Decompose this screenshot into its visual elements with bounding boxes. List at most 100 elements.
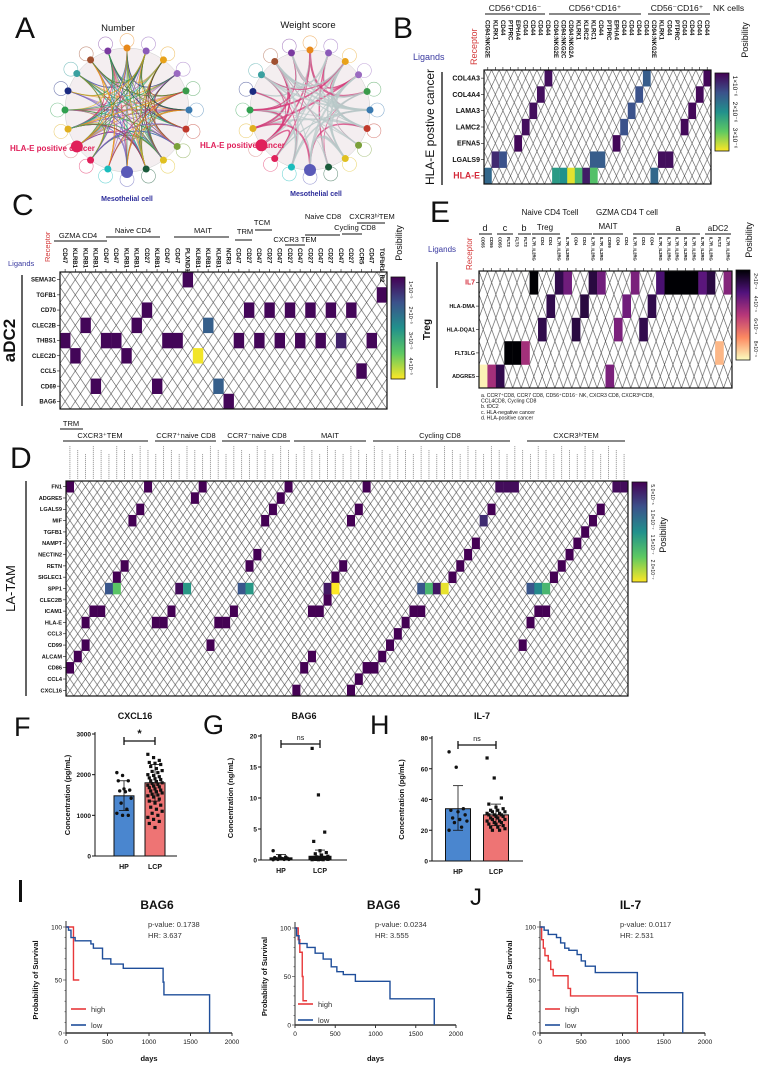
column-label: KLRB1 bbox=[204, 248, 210, 269]
bar-chart-G: BAG6 0 5 10 15 20 Concentration (ng/mL) HP LCP ns bbox=[226, 711, 347, 875]
heatmap-cell bbox=[627, 102, 636, 120]
row-label: LAMC2 bbox=[456, 124, 480, 131]
data-point bbox=[490, 828, 495, 832]
heatmap-cell bbox=[510, 481, 519, 493]
data-point bbox=[151, 784, 156, 788]
data-point bbox=[160, 791, 164, 795]
heatmap-cell bbox=[425, 582, 434, 595]
heatmap-cell bbox=[538, 317, 547, 342]
significance-label: ns bbox=[473, 736, 481, 743]
column-label: FLT3 bbox=[717, 237, 722, 247]
data-point bbox=[156, 813, 160, 817]
heatmap-cell bbox=[223, 393, 234, 410]
heatmap-cell bbox=[698, 271, 707, 295]
column-group-label: GZMA CD4 bbox=[59, 231, 97, 240]
y-tick-label: 0 bbox=[253, 858, 257, 865]
nk-cells-label: NK cells bbox=[713, 3, 744, 13]
heatmap-cell bbox=[596, 503, 605, 516]
data-point bbox=[310, 858, 314, 862]
y-tick-label: 100 bbox=[525, 925, 536, 932]
data-point bbox=[492, 776, 496, 780]
heatmap-cell bbox=[484, 167, 492, 185]
column-group-label: Treg bbox=[537, 223, 553, 232]
heatmap-cell bbox=[479, 514, 488, 527]
y-tick-label: 20 bbox=[250, 734, 258, 741]
heatmap-cell bbox=[588, 514, 597, 527]
heatmap-cell bbox=[656, 271, 665, 295]
cell-node bbox=[64, 125, 72, 133]
data-point bbox=[154, 779, 159, 784]
self-loop bbox=[160, 158, 176, 174]
heatmap-cell bbox=[589, 151, 598, 168]
y-axis-label: Concentration (pg/mL) bbox=[397, 759, 406, 840]
heatmap-cell bbox=[549, 571, 558, 584]
data-point bbox=[156, 782, 160, 787]
legend-label: high bbox=[91, 1005, 105, 1014]
cell-node bbox=[325, 163, 333, 171]
heatmap-cell bbox=[347, 684, 356, 697]
data-point bbox=[313, 852, 317, 856]
column-label: KLRK1 bbox=[574, 20, 580, 41]
heatmap-cell bbox=[292, 684, 301, 697]
row-label: IL7 bbox=[465, 280, 475, 287]
row-label: TGFB1 bbox=[44, 530, 62, 536]
column-label: CD27 bbox=[265, 248, 271, 264]
heatmap-cell bbox=[597, 151, 606, 168]
column-label: KLRB1 bbox=[133, 248, 139, 269]
self-loop bbox=[342, 48, 357, 63]
panel-label: G bbox=[203, 710, 224, 740]
heatmap-cell bbox=[386, 639, 395, 651]
footnote: d. HLA-positive cancer bbox=[481, 415, 533, 421]
column-label: CD47 bbox=[235, 248, 241, 264]
cell-node bbox=[73, 70, 81, 78]
row-label: SIGLEC1 bbox=[38, 575, 62, 581]
heatmap-cell bbox=[401, 616, 410, 629]
cell-node bbox=[182, 87, 190, 95]
column-label: CD55 bbox=[498, 237, 503, 248]
column-group-label: Cycling CD8 bbox=[419, 431, 461, 440]
cell-node bbox=[366, 106, 374, 114]
heatmap-cell bbox=[323, 594, 332, 606]
significance-bracket bbox=[280, 740, 321, 748]
colorbar-tick-label: 2×10⁻⁴ bbox=[752, 273, 758, 289]
heatmap-cell bbox=[589, 167, 598, 185]
data-point bbox=[120, 773, 125, 778]
y-axis-label: Probability of Survival bbox=[260, 937, 269, 1016]
x-tick-label: LCP bbox=[313, 868, 327, 875]
row-label: CCL5 bbox=[40, 369, 56, 375]
column-label: CD44 bbox=[696, 20, 702, 36]
column-label: PTPRC bbox=[673, 20, 679, 41]
y-tick-label: 5 bbox=[253, 827, 257, 834]
network-edge bbox=[260, 73, 371, 111]
data-point bbox=[494, 805, 498, 809]
data-point bbox=[128, 788, 132, 792]
x-axis-label: days bbox=[614, 1054, 631, 1063]
heatmap-cell bbox=[151, 616, 160, 629]
heatmap-cell bbox=[112, 571, 121, 584]
self-loop bbox=[263, 157, 278, 172]
heatmap-cell bbox=[254, 332, 265, 349]
heatmap-cell bbox=[521, 341, 530, 365]
column-label: IL7R_IL2RG bbox=[633, 237, 638, 261]
row-label: HLA-DMA bbox=[449, 304, 475, 310]
network-edge bbox=[107, 90, 187, 170]
row-label: CLEC2D bbox=[32, 354, 57, 360]
heatmap-cell bbox=[504, 341, 513, 365]
column-label: CD44 bbox=[627, 20, 633, 36]
data-point bbox=[326, 857, 330, 861]
column-label: CD44 bbox=[499, 20, 505, 36]
column-label: IL7R_IL2RG bbox=[692, 237, 697, 261]
data-point bbox=[271, 857, 275, 862]
cell-node bbox=[87, 156, 95, 164]
column-label: KLRB1 bbox=[153, 248, 159, 269]
heatmap-cell bbox=[612, 481, 621, 493]
column-group-label: CXCR3ʰⁱTEM bbox=[349, 212, 394, 221]
cell-node bbox=[249, 125, 257, 133]
heatmap-cell bbox=[672, 271, 682, 295]
heatmap-cell bbox=[120, 560, 129, 572]
y-tick-label: 60 bbox=[421, 766, 429, 773]
cell-node bbox=[70, 140, 83, 153]
network-edge bbox=[90, 123, 187, 161]
column-label: CD4 bbox=[649, 237, 654, 246]
